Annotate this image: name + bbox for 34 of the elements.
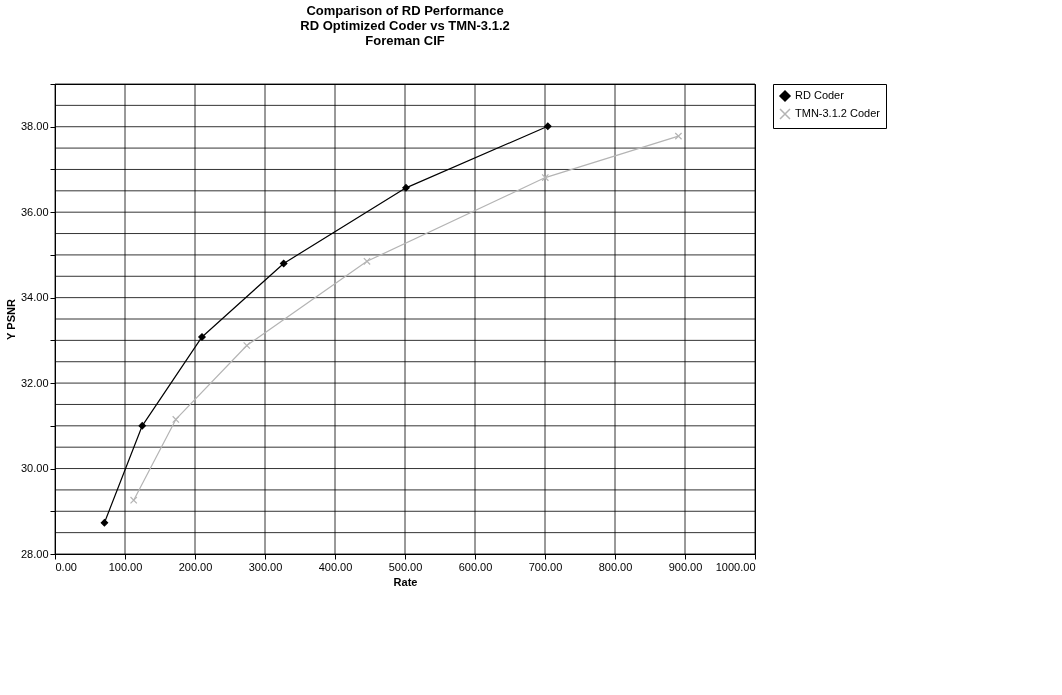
x-tick-label: 600.00 [458,560,493,573]
legend-label: TMN-3.1.2 Coder [795,107,881,119]
x-tick-label: 1000.00 [715,560,756,573]
x-tick-label: 500.00 [388,560,423,573]
point [541,173,550,182]
x-tick-label: 900.00 [668,560,703,573]
y-axis-title: Y PSNR [4,299,17,340]
x-tick-label: 0.00 [55,560,77,573]
point [129,496,138,504]
x-tick-label: 300.00 [248,560,283,573]
x-tick-label: 100.00 [108,560,143,573]
x-tick-label: 800.00 [598,560,633,573]
point [100,519,109,527]
y-tick-label: 34.00 [20,291,49,304]
x-axis-title: Rate [393,575,418,588]
point [279,259,288,268]
y-tick-label: 30.00 [20,462,49,475]
legend-label: RD Coder [795,89,845,101]
point [172,415,180,424]
chart-title: Comparison of RD Performance RD Optimized Coder vs TMN-3.1.2 Foreman CIF [300,3,510,48]
x-tick-label: 200.00 [178,560,213,573]
x-tick-label: 700.00 [528,560,563,573]
point [243,341,251,350]
point [402,184,410,192]
point [198,333,206,341]
y-tick-label: 28.00 [20,547,49,560]
point [363,257,371,266]
point [674,132,683,140]
point [544,122,552,131]
y-tick-label: 38.00 [20,120,49,133]
y-tick-label: 32.00 [20,376,49,389]
point [138,422,146,430]
y-tick-label: 36.00 [20,205,49,218]
x-tick-label: 400.00 [318,560,353,573]
